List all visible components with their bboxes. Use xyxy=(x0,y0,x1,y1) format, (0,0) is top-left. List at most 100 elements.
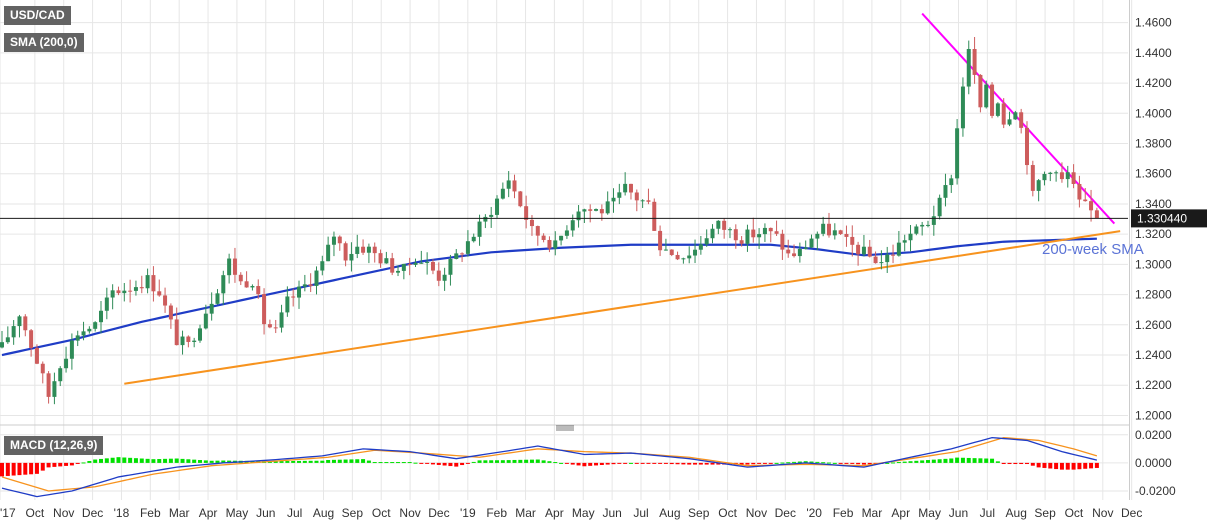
candle-body xyxy=(465,241,470,254)
price-tick-label: 1.3600 xyxy=(1135,167,1172,181)
candle-body xyxy=(34,347,39,364)
candle-body xyxy=(658,230,663,251)
macd-histogram-bar xyxy=(430,462,435,465)
candle xyxy=(885,246,890,273)
candle-body xyxy=(308,284,313,286)
candle xyxy=(797,242,802,263)
candle-body xyxy=(64,358,69,369)
candle-body xyxy=(786,249,791,254)
macd-histogram-bar xyxy=(273,461,278,463)
candle xyxy=(949,174,954,193)
candle-body xyxy=(727,229,732,231)
candle-body xyxy=(390,258,395,273)
candle-body xyxy=(914,226,919,234)
macd-histogram-bar xyxy=(588,462,593,466)
sma-legend-label[interactable]: SMA (200,0) xyxy=(4,33,84,52)
candle xyxy=(273,319,278,334)
candle-body xyxy=(483,216,488,222)
macd-histogram-bar xyxy=(908,461,913,463)
candle xyxy=(605,191,610,215)
candle xyxy=(955,119,960,185)
price-axis-border xyxy=(1129,0,1130,500)
candle xyxy=(64,346,69,373)
macd-histogram-bar xyxy=(5,462,10,476)
price-tick-label: 1.3000 xyxy=(1135,257,1172,271)
candle-body xyxy=(401,263,406,271)
candle xyxy=(116,286,121,296)
panel-resize-handle[interactable] xyxy=(556,425,574,431)
candle xyxy=(838,229,843,235)
instrument-label[interactable]: USD/CAD xyxy=(4,6,71,25)
candle xyxy=(349,242,354,272)
candle xyxy=(1019,108,1024,134)
macd-histogram-bar xyxy=(448,462,453,467)
candle-body xyxy=(1042,173,1047,181)
candle xyxy=(681,257,686,264)
macd-histogram-bar xyxy=(698,462,703,465)
candle-body xyxy=(815,233,820,239)
candle xyxy=(518,190,523,208)
price-tick-label: 1.3200 xyxy=(1135,227,1172,241)
candle-body xyxy=(908,233,913,241)
time-tick-label: '19 xyxy=(460,506,476,520)
macd-histogram-bar xyxy=(634,462,639,464)
macd-histogram-bar xyxy=(850,462,855,464)
candle-body xyxy=(937,197,942,217)
candle-body xyxy=(454,253,459,259)
macd-histogram-bar xyxy=(751,462,756,465)
candle-body xyxy=(838,230,843,234)
candle xyxy=(81,321,86,341)
candle-body xyxy=(262,294,267,325)
candle xyxy=(1083,187,1088,202)
candle xyxy=(570,214,575,237)
candle xyxy=(687,246,692,264)
candle xyxy=(745,224,750,252)
candle xyxy=(256,279,261,299)
candle-body xyxy=(17,316,22,327)
time-tick-label: Aug xyxy=(1006,506,1027,520)
macd-histogram-bar xyxy=(198,460,203,463)
macd-histogram-bar xyxy=(314,460,319,463)
candle-body xyxy=(99,310,104,323)
candle xyxy=(262,288,267,335)
time-tick-label: Oct xyxy=(26,506,45,520)
macd-histogram-bar xyxy=(564,462,569,464)
candle xyxy=(477,214,482,246)
macd-histogram-bar xyxy=(87,460,92,463)
candle-body xyxy=(5,337,10,343)
time-tick-label: Nov xyxy=(399,506,420,520)
candle-body xyxy=(221,275,226,294)
macd-legend-label[interactable]: MACD (12,26,9) xyxy=(4,436,104,455)
macd-histogram-bar xyxy=(1059,462,1064,470)
candle xyxy=(727,227,732,239)
candle-body xyxy=(81,331,86,336)
candle xyxy=(978,74,983,113)
candle-body xyxy=(582,209,587,212)
candle xyxy=(232,247,237,283)
time-tick-label: Dec xyxy=(1121,506,1142,520)
candle xyxy=(430,259,435,275)
candle-body xyxy=(594,209,599,211)
candle xyxy=(1059,162,1064,183)
candle xyxy=(1007,111,1012,127)
candle-body xyxy=(430,261,435,271)
candle-body xyxy=(297,286,302,298)
time-tick-label: May xyxy=(918,506,941,520)
candle-body xyxy=(343,243,348,261)
candle xyxy=(145,268,150,294)
macd-histogram-bar xyxy=(1001,462,1006,465)
macd-histogram-bar xyxy=(343,459,348,463)
candle xyxy=(495,195,500,219)
macd-histogram-bar xyxy=(506,460,511,463)
candle-body xyxy=(413,262,418,265)
macd-histogram-bar xyxy=(1013,462,1018,465)
time-tick-label: Nov xyxy=(1092,506,1113,520)
candle-body xyxy=(163,295,168,306)
macd-histogram-bar xyxy=(297,460,302,463)
candle xyxy=(302,274,307,292)
candle-body xyxy=(966,48,971,87)
candle-body xyxy=(757,234,762,238)
macd-histogram-bar xyxy=(990,458,995,463)
macd-histogram-bar xyxy=(291,460,296,463)
